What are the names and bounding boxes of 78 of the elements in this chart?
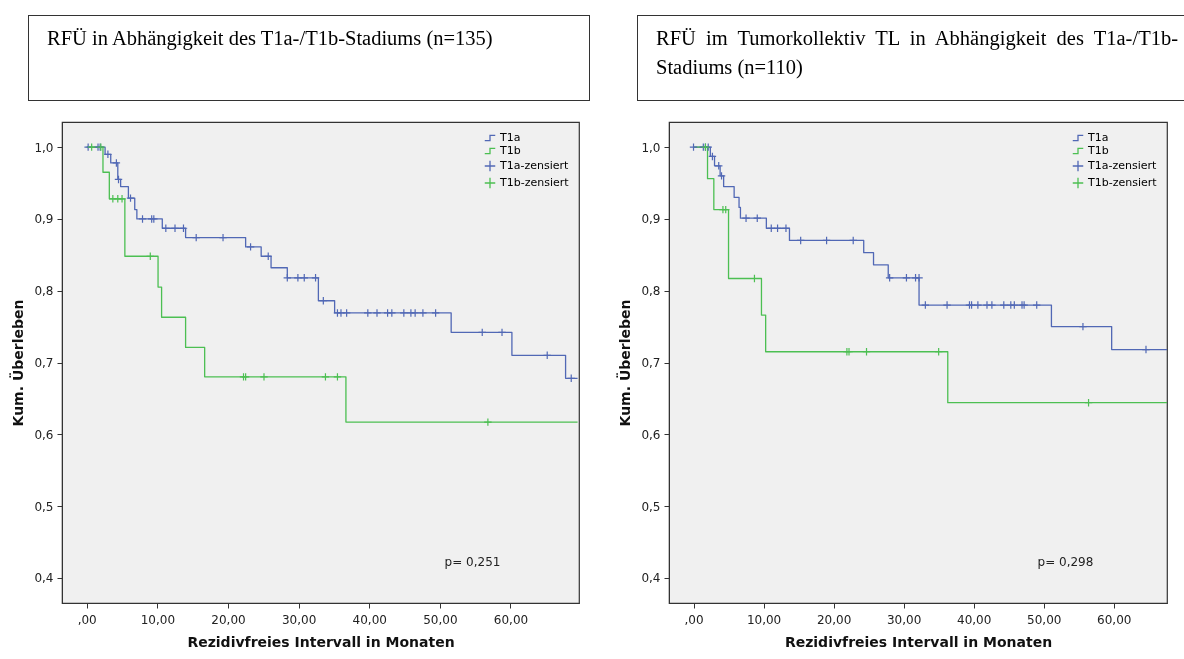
y-tick-label: 0,8 [34, 284, 54, 299]
point [333, 372, 342, 382]
x-tick-label: 30,00 [886, 612, 922, 627]
x-tick-label: 40,00 [957, 612, 992, 627]
legend-label: T1b [1087, 144, 1109, 157]
point [431, 308, 440, 318]
x-tick-label: 40,00 [352, 612, 387, 627]
point [483, 417, 493, 427]
y-tick-label: 0,5 [34, 499, 54, 514]
legend-label: T1a-zensiert [1087, 159, 1158, 172]
point [399, 308, 409, 318]
x-tick-label: ,00 [684, 612, 704, 627]
point [1141, 345, 1151, 354]
y-tick-label: 0,9 [641, 212, 661, 227]
point [218, 233, 228, 242]
y-axis-title: Kum. Überleben [9, 299, 27, 427]
point [363, 308, 373, 318]
point [387, 308, 397, 318]
x-axis-title: Rezidivfreies Intervall in Monaten [187, 633, 455, 650]
annotation: p= 0,298 [1037, 555, 1094, 570]
legend-label: T1a [1087, 131, 1109, 144]
point [781, 223, 791, 233]
y-tick-label: 0,7 [641, 356, 661, 370]
legend-label: T1b-zensiert [499, 176, 570, 189]
point [138, 214, 147, 224]
point [170, 223, 180, 233]
y-tick-label: 1,0 [641, 140, 661, 155]
point [410, 308, 420, 318]
y-tick-label: 0,6 [641, 427, 661, 442]
point [1010, 300, 1019, 310]
point [999, 300, 1009, 310]
point [942, 300, 952, 310]
legend-label: T1b-zensiert [1087, 176, 1158, 189]
point [987, 300, 997, 310]
x-tick-label: 50,00 [1027, 612, 1062, 627]
y-tick-label: 1,0 [34, 140, 54, 155]
legend-label: T1b [499, 144, 521, 157]
point [293, 273, 303, 283]
x-tick-label: 10,00 [140, 612, 176, 627]
y-tick-label: 0,7 [34, 356, 54, 370]
x-tick-label: 60,00 [1097, 612, 1132, 627]
x-tick-label: 30,00 [281, 612, 317, 627]
x-tick-label: 20,00 [211, 612, 246, 627]
y-tick-label: 0,4 [34, 571, 54, 586]
point [689, 142, 698, 152]
point [246, 242, 255, 252]
y-tick-label: 0,9 [34, 212, 54, 227]
legend-label: T1a-zensiert [499, 159, 570, 172]
x-tick-label: 20,00 [816, 612, 852, 627]
y-tick-label: 0,8 [641, 284, 661, 299]
point [126, 193, 135, 203]
point [973, 300, 983, 310]
point [342, 308, 351, 318]
point [1032, 300, 1042, 310]
chart-title: RFÜ im Tumorkollektiv TL in Abhängigkeit des T1a-/T1b- Stadiums (n=110) [637, 15, 1184, 101]
point [259, 372, 269, 382]
x-tick-label: ,00 [77, 612, 97, 627]
x-tick-label: 60,00 [493, 612, 529, 627]
point [103, 150, 113, 159]
point [418, 308, 428, 318]
x-tick-label: 50,00 [423, 612, 458, 627]
point [741, 213, 751, 223]
point [921, 300, 930, 310]
y-axis-title: Kum. Überleben [616, 299, 634, 427]
x-tick-label: 10,00 [746, 612, 782, 627]
legend-label: T1a [499, 131, 521, 144]
y-tick-label: 0,6 [34, 427, 54, 442]
y-tick-label: 0,4 [641, 571, 661, 586]
point [1078, 322, 1088, 331]
y-tick-label: 0,5 [641, 499, 661, 514]
point [117, 194, 127, 204]
annotation: p= 0,251 [444, 555, 501, 570]
point [112, 158, 121, 168]
point [372, 308, 382, 318]
chart-title: RFÜ in Abhängigkeit des T1a-/T1b-Stadiums (n=135) [28, 15, 590, 101]
x-axis-title: Rezidivfreies Intervall in Monaten [784, 633, 1053, 650]
point [497, 328, 507, 337]
point [321, 372, 330, 382]
